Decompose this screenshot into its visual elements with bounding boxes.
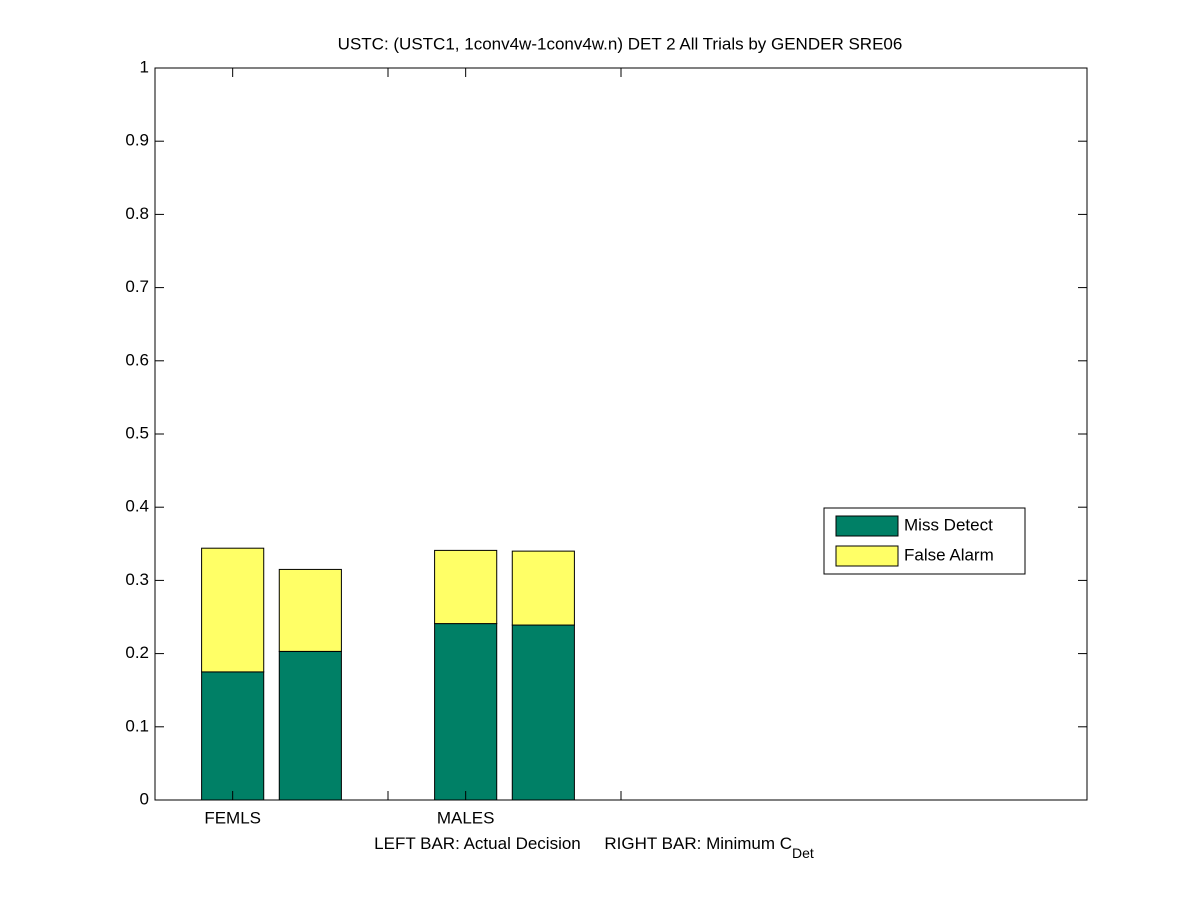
x-axis-label-main: LEFT BAR: Actual Decision RIGHT BAR: Min… (374, 834, 792, 853)
y-tick-label: 0.1 (125, 716, 149, 735)
bar-segment (511, 550, 575, 626)
y-tick-label: 0 (140, 789, 149, 808)
x-axis-label: LEFT BAR: Actual Decision RIGHT BAR: Min… (374, 834, 814, 860)
y-tick-label: 0.2 (125, 643, 149, 662)
chart-title: USTC: (USTC1, 1conv4w-1conv4w.n) DET 2 A… (338, 34, 903, 53)
bar-segment (434, 623, 498, 801)
bar-segment (434, 549, 498, 625)
y-tick-label: 0.9 (125, 131, 149, 150)
legend-swatch (835, 515, 899, 537)
y-tick-label: 1 (140, 57, 149, 76)
x-axis-label-subscript: Det (792, 845, 814, 861)
bar-segment (278, 650, 342, 801)
bar-segment (511, 624, 575, 801)
y-tick-label: 0.8 (125, 204, 149, 223)
bar-segment (201, 671, 265, 801)
y-tick-label: 0.7 (125, 277, 149, 296)
x-tick-label: FEMLS (204, 808, 261, 827)
bar-segment (201, 547, 265, 673)
legend-label: False Alarm (904, 545, 994, 564)
legend-label: Miss Detect (904, 515, 993, 534)
y-tick-label: 0.5 (125, 423, 149, 442)
y-tick-label: 0.4 (125, 497, 149, 516)
y-tick-label: 0.6 (125, 350, 149, 369)
bar-segment (278, 568, 342, 652)
legend-swatch (835, 545, 899, 567)
x-tick-label: MALES (437, 808, 495, 827)
y-tick-label: 0.3 (125, 570, 149, 589)
